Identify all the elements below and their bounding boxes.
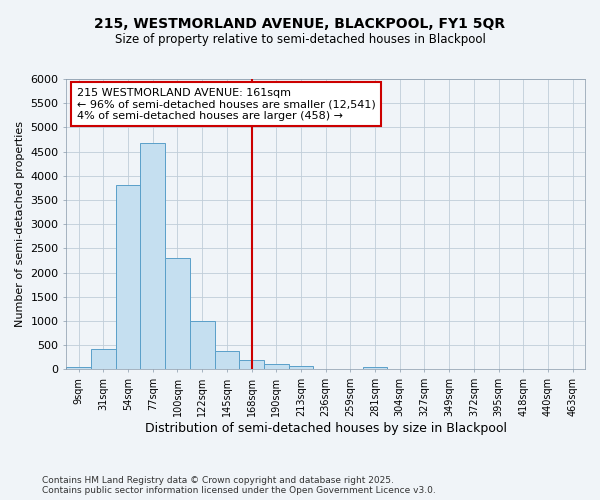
Bar xyxy=(116,186,140,370)
Bar xyxy=(289,366,313,370)
Text: Contains HM Land Registry data © Crown copyright and database right 2025.: Contains HM Land Registry data © Crown c… xyxy=(42,476,394,485)
Bar xyxy=(140,144,165,370)
Bar xyxy=(91,348,116,370)
Text: Size of property relative to semi-detached houses in Blackpool: Size of property relative to semi-detach… xyxy=(115,32,485,46)
Bar xyxy=(239,360,264,370)
Text: 215, WESTMORLAND AVENUE, BLACKPOOL, FY1 5QR: 215, WESTMORLAND AVENUE, BLACKPOOL, FY1 … xyxy=(94,18,506,32)
Bar xyxy=(67,367,91,370)
Y-axis label: Number of semi-detached properties: Number of semi-detached properties xyxy=(15,121,25,327)
X-axis label: Distribution of semi-detached houses by size in Blackpool: Distribution of semi-detached houses by … xyxy=(145,422,506,435)
Text: 215 WESTMORLAND AVENUE: 161sqm
← 96% of semi-detached houses are smaller (12,541: 215 WESTMORLAND AVENUE: 161sqm ← 96% of … xyxy=(77,88,376,121)
Text: Contains public sector information licensed under the Open Government Licence v3: Contains public sector information licen… xyxy=(42,486,436,495)
Bar xyxy=(215,351,239,370)
Bar xyxy=(264,364,289,370)
Bar xyxy=(363,367,388,370)
Bar xyxy=(190,321,215,370)
Bar xyxy=(165,258,190,370)
